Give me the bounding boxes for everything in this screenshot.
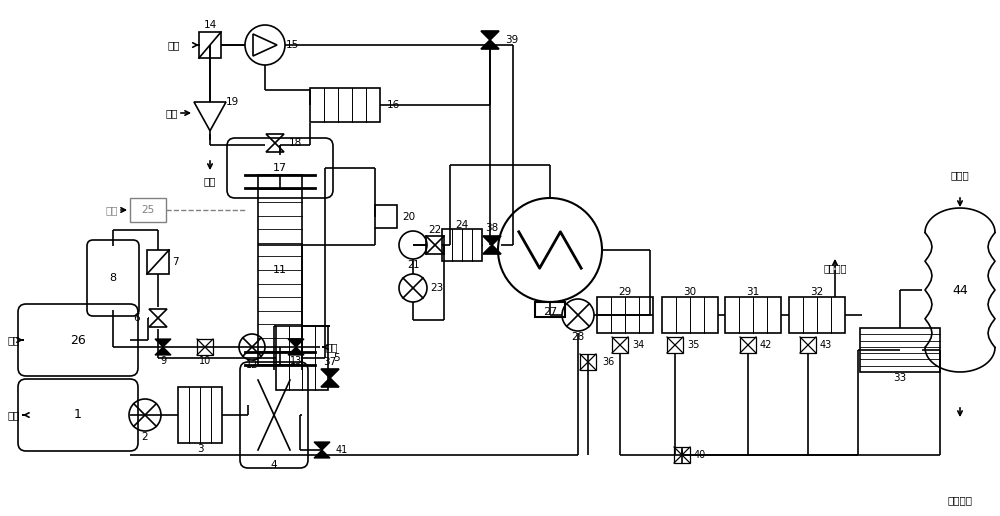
Text: 排水: 排水: [204, 176, 216, 186]
Text: 30: 30: [683, 287, 697, 297]
Text: 34: 34: [632, 340, 644, 350]
Text: 18: 18: [289, 138, 302, 148]
Text: 至除氧器: 至除氧器: [823, 263, 847, 273]
Text: 35: 35: [687, 340, 699, 350]
Text: 22: 22: [428, 225, 442, 235]
Text: 29: 29: [618, 287, 632, 297]
Polygon shape: [155, 339, 171, 347]
Text: 4: 4: [271, 460, 277, 470]
Text: 6: 6: [133, 313, 140, 323]
Text: 44: 44: [952, 283, 968, 297]
Polygon shape: [483, 236, 501, 245]
Text: 2: 2: [142, 432, 148, 442]
Text: 31: 31: [746, 287, 760, 297]
Polygon shape: [155, 347, 171, 355]
Text: 33: 33: [893, 373, 907, 383]
Text: 25: 25: [141, 205, 155, 215]
Text: 排气: 排气: [166, 108, 178, 118]
Text: 41: 41: [336, 445, 348, 455]
Text: 排气: 排气: [326, 342, 338, 352]
Polygon shape: [288, 347, 304, 355]
Text: 17: 17: [273, 163, 287, 173]
Text: 11: 11: [273, 265, 287, 275]
Polygon shape: [481, 31, 499, 40]
Text: 5: 5: [333, 353, 340, 363]
Text: 从锅炉: 从锅炉: [951, 170, 969, 180]
Text: 37: 37: [323, 357, 337, 367]
Text: 12: 12: [246, 360, 258, 370]
Text: 15: 15: [285, 40, 299, 50]
Text: 13: 13: [290, 356, 302, 366]
Text: 27: 27: [543, 307, 557, 317]
Text: 至电除尘: 至电除尘: [948, 495, 972, 505]
Text: 32: 32: [810, 287, 824, 297]
Polygon shape: [321, 378, 339, 387]
Text: 1: 1: [74, 409, 82, 422]
Text: 20: 20: [402, 212, 415, 222]
Text: 36: 36: [602, 357, 614, 367]
Text: 16: 16: [387, 100, 400, 110]
Text: 空气: 空气: [168, 40, 180, 50]
Text: 3: 3: [197, 444, 203, 454]
Text: 9: 9: [160, 356, 166, 366]
Text: 40: 40: [694, 450, 706, 460]
Text: 7: 7: [172, 257, 179, 267]
Polygon shape: [321, 369, 339, 378]
Text: 21: 21: [407, 260, 419, 270]
Polygon shape: [483, 245, 501, 254]
Text: 14: 14: [203, 20, 217, 30]
Text: 8: 8: [109, 273, 117, 283]
Polygon shape: [314, 442, 330, 450]
Text: 补液: 补液: [8, 410, 20, 420]
Text: 10: 10: [199, 356, 211, 366]
Text: 23: 23: [430, 283, 443, 293]
Text: 43: 43: [820, 340, 832, 350]
Text: 42: 42: [760, 340, 772, 350]
Polygon shape: [481, 40, 499, 49]
Polygon shape: [288, 339, 304, 347]
Polygon shape: [314, 450, 330, 458]
Text: 26: 26: [70, 333, 86, 347]
Text: 供电: 供电: [106, 205, 118, 215]
Text: 28: 28: [571, 332, 585, 342]
Text: 24: 24: [455, 220, 469, 230]
Text: 19: 19: [225, 97, 239, 107]
Text: 39: 39: [505, 35, 518, 45]
Text: 38: 38: [485, 223, 499, 233]
Text: 排液: 排液: [8, 335, 20, 345]
